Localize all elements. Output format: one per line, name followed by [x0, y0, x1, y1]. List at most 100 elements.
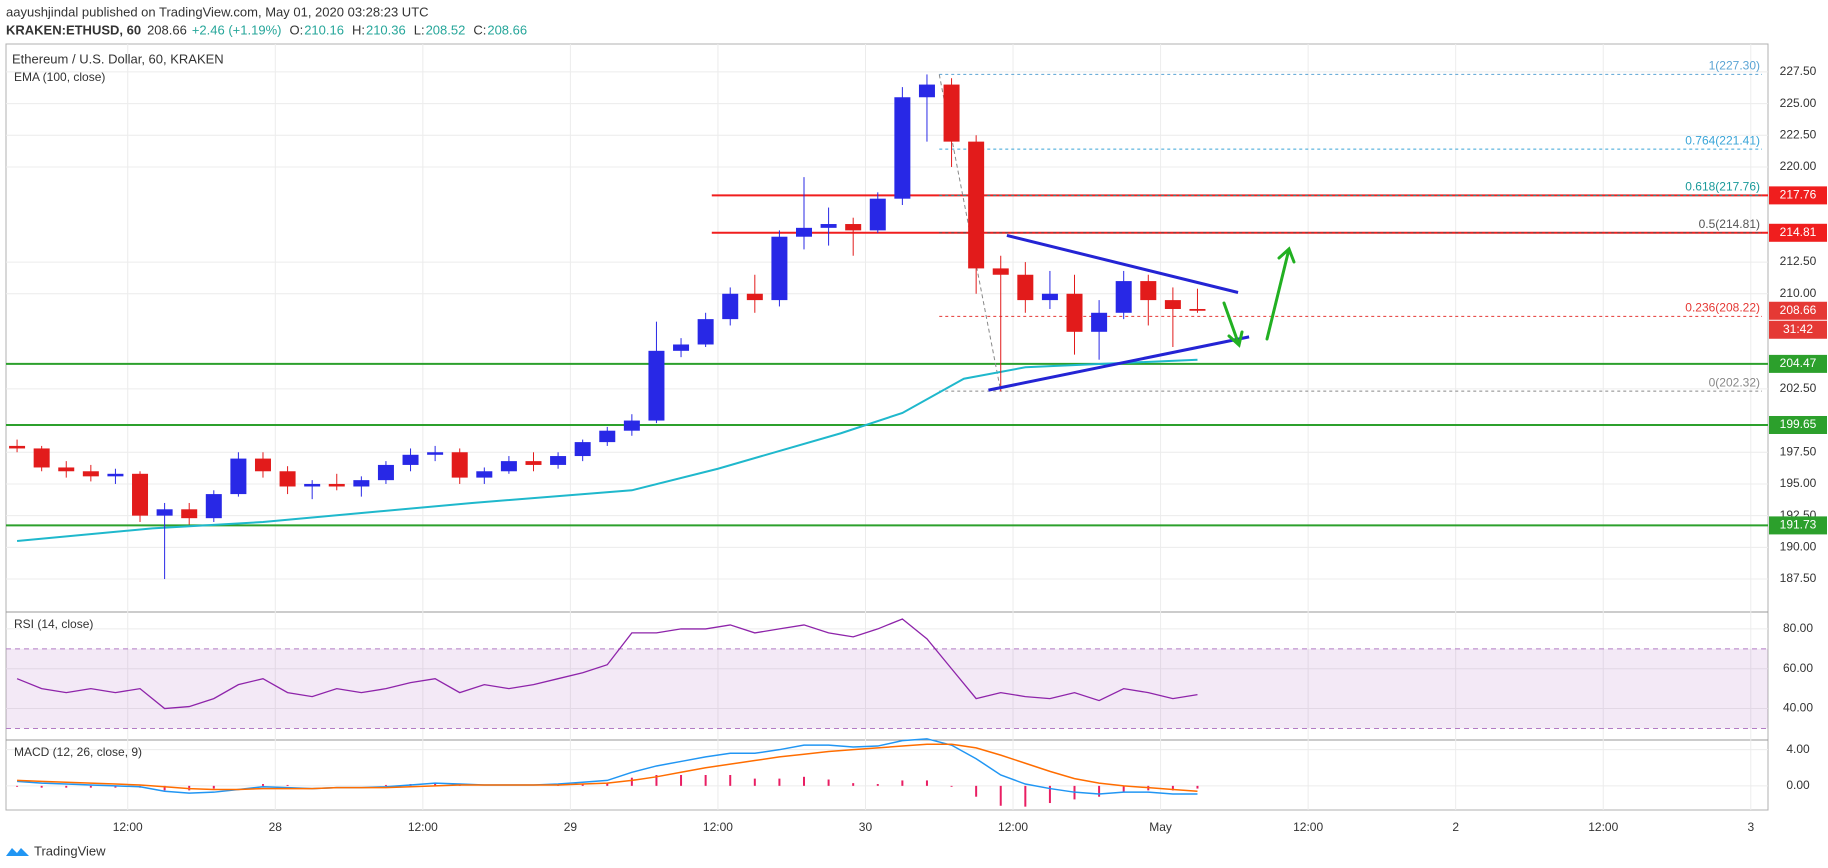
last-price: 208.66	[147, 22, 187, 37]
plot-frame	[5, 43, 1769, 811]
ohlc-label: O:	[289, 22, 303, 37]
y-tick-label: 197.50	[1780, 444, 1817, 458]
candle-body	[574, 442, 591, 457]
level-badge	[1769, 415, 1827, 434]
logo	[6, 848, 29, 856]
fib-label: 0.764(221.41)	[1685, 133, 1760, 147]
candle-body	[918, 84, 935, 98]
candle-body	[1066, 293, 1083, 332]
candle-body	[943, 84, 960, 142]
candle-body	[132, 473, 149, 516]
level-badge	[1769, 516, 1827, 535]
candle-body	[1115, 281, 1132, 313]
candle-body	[673, 344, 690, 351]
x-tick-label: 30	[859, 820, 873, 834]
candle-body	[992, 268, 1009, 275]
x-tick-label: 29	[564, 820, 578, 834]
rsi-band	[6, 648, 1768, 729]
y-tick-label: 225.00	[1780, 96, 1817, 110]
y-tick-label: 4.00	[1786, 742, 1810, 756]
candle-body	[599, 430, 616, 443]
x-tick-label: 12:00	[113, 820, 143, 834]
x-tick-label: 12:00	[703, 820, 733, 834]
author: aayushjindal published on TradingView.co…	[6, 4, 429, 19]
macd-label: MACD (12, 26, close, 9)	[14, 745, 142, 759]
price-badge-label: 208.66	[1780, 303, 1817, 317]
y-tick-label: 227.50	[1780, 64, 1817, 78]
level-badge-label: 199.65	[1780, 417, 1817, 431]
countdown-label: 31:42	[1783, 322, 1813, 336]
candle-body	[845, 224, 862, 231]
ohlc-item: L: 208.52	[414, 22, 466, 37]
level-badge	[1769, 223, 1827, 242]
rsi-label: RSI (14, close)	[14, 617, 93, 631]
candle-body	[451, 452, 468, 478]
countdown-badge	[1769, 320, 1827, 339]
candle-body	[230, 458, 247, 495]
candle-body	[181, 509, 198, 519]
candle-body	[550, 456, 567, 465]
candle-body	[820, 224, 837, 228]
candle-body	[1140, 281, 1157, 301]
level-badge	[1769, 186, 1827, 205]
y-tick-label: 187.50	[1780, 571, 1817, 585]
y-tick-label: 0.00	[1786, 778, 1810, 792]
level-badge-label: 191.73	[1780, 518, 1817, 532]
y-tick-label: 40.00	[1783, 701, 1813, 715]
ohlc-value: 210.16	[304, 22, 344, 37]
candle-body	[746, 293, 763, 301]
ohlc-value: 210.36	[366, 22, 406, 37]
candle-body	[58, 467, 75, 472]
candle-body	[476, 471, 493, 478]
ohlc-value: 208.66	[487, 22, 527, 37]
candle-body	[328, 483, 345, 487]
y-tick-label: 222.50	[1780, 127, 1817, 141]
x-tick-label: 12:00	[1293, 820, 1323, 834]
x-tick-label: 3	[1747, 820, 1754, 834]
candle-body	[402, 454, 419, 465]
y-tick-label: 60.00	[1783, 661, 1813, 675]
trendline	[1006, 233, 1239, 294]
ohlc-label: H:	[352, 22, 365, 37]
rsi-line	[16, 618, 1198, 710]
ohlc-value: 208.52	[426, 22, 466, 37]
candle-body	[722, 293, 739, 320]
candle-body	[82, 471, 99, 477]
x-tick-label: 12:00	[1588, 820, 1618, 834]
arrow-up	[1265, 246, 1296, 341]
y-tick-label: 212.50	[1780, 254, 1817, 268]
candle-body	[869, 198, 886, 231]
level-badge-label: 217.76	[1780, 188, 1817, 202]
y-tick-label: 220.00	[1780, 159, 1817, 173]
symbol: KRAKEN:ETHUSD, 60	[6, 22, 141, 37]
macd-line	[17, 743, 1198, 793]
ohlc-label: C:	[473, 22, 486, 37]
candle-body	[353, 480, 370, 487]
candle-body	[1017, 274, 1034, 301]
candle-body	[796, 227, 813, 237]
candle-body	[500, 461, 517, 472]
x-tick-label: 2	[1452, 820, 1459, 834]
y-tick-label: 202.50	[1780, 381, 1817, 395]
plot-layer: 12:00 28 12:00 29 12:00 30 12:00 May 12:00 2 12:00…	[6, 44, 1827, 834]
ohlc-item: H: 210.36	[352, 22, 406, 37]
fib-label: 1(227.30)	[1709, 59, 1760, 73]
ema-line	[16, 358, 1198, 542]
header-quote: KRAKEN:ETHUSD, 60 208.66 +2.46 (+1.19%)	[6, 22, 281, 37]
fib-label: 0(202.32)	[1709, 375, 1760, 389]
macd-line	[17, 738, 1198, 795]
level-badge	[1769, 354, 1827, 373]
candle-body	[894, 97, 911, 199]
candle-body	[697, 319, 714, 345]
chart-title: Ethereum / U.S. Dollar, 60, KRAKEN	[12, 51, 224, 66]
candle-body	[1164, 300, 1181, 309]
fib-label: 0.618(217.76)	[1685, 180, 1760, 194]
x-tick-label: 12:00	[998, 820, 1028, 834]
price-badge	[1769, 301, 1827, 320]
y-tick-label: 210.00	[1780, 286, 1817, 300]
level-badge-label: 214.81	[1780, 225, 1817, 239]
y-tick-label: 80.00	[1783, 621, 1813, 635]
candle-body	[304, 483, 321, 487]
candle-body	[648, 350, 665, 421]
arrow-down	[1222, 301, 1244, 348]
